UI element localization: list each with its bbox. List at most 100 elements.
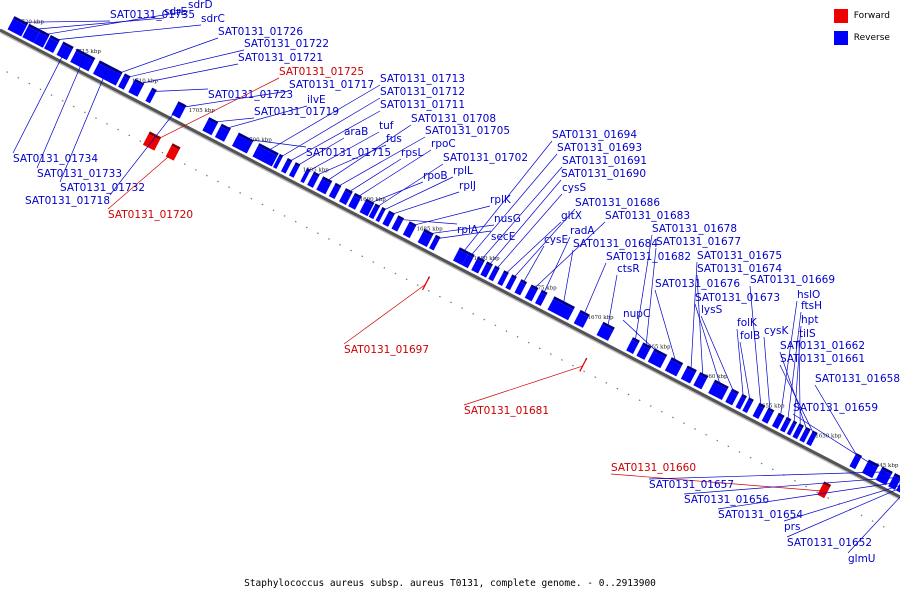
reverse-gene-box[interactable] — [761, 407, 775, 424]
reverse-gene-box[interactable] — [391, 215, 405, 232]
gene-label[interactable]: SAT0131_01718 — [25, 195, 110, 207]
reverse-gene-box[interactable] — [118, 73, 131, 90]
gene-label[interactable]: SAT0131_01726 — [218, 26, 303, 38]
gene-label[interactable]: cysK — [764, 325, 789, 337]
gene-label[interactable]: SAT0131_01678 — [652, 223, 737, 235]
reverse-gene-box[interactable] — [288, 162, 301, 178]
gene-label[interactable]: araB — [344, 126, 368, 138]
gene-label[interactable]: rplL — [453, 165, 473, 177]
gene-label[interactable]: glmU — [848, 553, 876, 565]
reverse-gene-box[interactable] — [300, 168, 311, 184]
reverse-gene-box[interactable] — [861, 459, 880, 479]
reverse-gene-box[interactable] — [680, 365, 697, 384]
reverse-gene-box[interactable] — [145, 87, 157, 104]
gene-label[interactable]: rplK — [490, 194, 512, 206]
gene-label[interactable]: SAT0131_01717 — [289, 79, 374, 91]
gene-label[interactable]: SAT0131_01684 — [573, 238, 658, 250]
reverse-gene-box[interactable] — [417, 228, 434, 247]
gene-label[interactable]: SAT0131_01705 — [425, 125, 510, 137]
gene-label[interactable]: SAT0131_01693 — [557, 142, 642, 154]
reverse-gene-box[interactable] — [128, 78, 145, 97]
reverse-gene-box[interactable] — [231, 132, 254, 154]
gene-label[interactable]: rplJ — [459, 180, 476, 192]
gene-label[interactable]: hpt — [801, 314, 818, 326]
gene-label[interactable]: SAT0131_01673 — [695, 292, 780, 304]
gene-label[interactable]: SAT0131_01697 — [344, 344, 429, 356]
reverse-gene-box[interactable] — [43, 35, 61, 54]
gene-label[interactable]: SAT0131_01713 — [380, 73, 465, 85]
gene-label[interactable]: SAT0131_01656 — [684, 494, 769, 506]
gene-label[interactable]: SAT0131_01662 — [780, 340, 865, 352]
gene-label[interactable]: SAT0131_01732 — [60, 182, 145, 194]
reverse-gene-box[interactable] — [22, 23, 41, 44]
reverse-gene-box[interactable] — [693, 371, 709, 390]
gene-label[interactable]: SAT0131_01734 — [13, 153, 98, 165]
reverse-gene-box[interactable] — [280, 157, 293, 174]
gene-label[interactable]: sdrC — [201, 13, 225, 25]
reverse-gene-box[interactable] — [202, 117, 219, 136]
reverse-gene-box[interactable] — [375, 207, 386, 223]
reverse-gene-box[interactable] — [307, 171, 320, 188]
reverse-gene-box[interactable] — [849, 452, 863, 470]
gene-label[interactable]: SAT0131_01681 — [464, 405, 549, 417]
gene-label[interactable]: SAT0131_01711 — [380, 99, 465, 111]
reverse-gene-box[interactable] — [524, 284, 539, 302]
reverse-gene-box[interactable] — [272, 153, 284, 169]
gene-label[interactable]: secE — [491, 231, 515, 243]
gene-label[interactable]: SAT0131_01660 — [611, 462, 696, 474]
reverse-gene-box[interactable] — [792, 423, 804, 440]
gene-label[interactable]: rplA — [457, 224, 479, 236]
gene-label[interactable]: fus — [386, 133, 402, 145]
reverse-gene-box[interactable] — [382, 210, 395, 227]
reverse-gene-box[interactable] — [368, 203, 381, 220]
gene-label[interactable]: cysE — [544, 234, 568, 246]
gene-label[interactable]: SAT0131_01715 — [306, 147, 391, 159]
reverse-gene-box[interactable] — [752, 402, 766, 419]
gene-label[interactable]: SAT0131_01674 — [697, 263, 782, 275]
gene-label[interactable]: SAT0131_01722 — [244, 38, 329, 50]
gene-label[interactable]: ftsH — [801, 300, 822, 312]
gene-label[interactable]: SAT0131_01677 — [656, 236, 741, 248]
gene-label[interactable]: tuf — [379, 120, 394, 132]
gene-label[interactable]: ctsR — [617, 263, 640, 275]
gene-label[interactable]: SAT0131_01657 — [649, 479, 734, 491]
reverse-gene-box[interactable] — [505, 274, 517, 291]
reverse-gene-box[interactable] — [70, 48, 96, 72]
reverse-gene-box[interactable] — [779, 416, 792, 433]
gene-label[interactable]: folK — [737, 317, 758, 329]
reverse-gene-box[interactable] — [316, 176, 333, 195]
forward-gene-box[interactable] — [817, 481, 832, 499]
reverse-gene-box[interactable] — [626, 337, 640, 354]
reverse-gene-box[interactable] — [596, 321, 615, 341]
reverse-gene-box[interactable] — [875, 466, 893, 486]
forward-gene-box[interactable] — [165, 143, 181, 161]
gene-label[interactable]: SAT0131_01658 — [815, 373, 900, 385]
gene-label[interactable]: SAT0131_01721 — [238, 52, 323, 64]
reverse-gene-box[interactable] — [636, 342, 652, 360]
gene-label[interactable]: nupC — [623, 308, 650, 320]
gene-label[interactable]: SAT0131_01723 — [208, 89, 293, 101]
reverse-gene-box[interactable] — [647, 348, 668, 369]
reverse-gene-box[interactable] — [896, 477, 900, 493]
gene-label[interactable]: folB — [740, 330, 760, 342]
reverse-gene-box[interactable] — [328, 182, 342, 200]
gene-label[interactable]: rpoC — [431, 138, 456, 150]
forward-gene-box[interactable] — [579, 357, 588, 372]
gene-label[interactable]: SAT0131_01694 — [552, 129, 637, 141]
gene-label[interactable]: ilvE — [307, 94, 326, 106]
reverse-gene-box[interactable] — [402, 221, 417, 239]
reverse-gene-box[interactable] — [497, 270, 509, 286]
gene-label[interactable]: SAT0131_01654 — [718, 509, 803, 521]
gene-label[interactable]: lysS — [701, 304, 723, 316]
reverse-gene-box[interactable] — [535, 289, 548, 307]
reverse-gene-box[interactable] — [92, 60, 119, 84]
gene-label[interactable]: gltX — [561, 210, 582, 222]
gene-label[interactable]: SAT0131_01725 — [279, 66, 364, 78]
gene-label[interactable]: SAT0131_01669 — [750, 274, 835, 286]
reverse-gene-box[interactable] — [359, 198, 375, 217]
reverse-gene-box[interactable] — [725, 388, 740, 406]
gene-label[interactable]: SAT0131_01708 — [411, 113, 496, 125]
gene-label[interactable]: SAT0131_01702 — [443, 152, 528, 164]
gene-label[interactable]: tilS — [799, 328, 816, 340]
gene-label[interactable]: SAT0131_01686 — [575, 197, 660, 209]
